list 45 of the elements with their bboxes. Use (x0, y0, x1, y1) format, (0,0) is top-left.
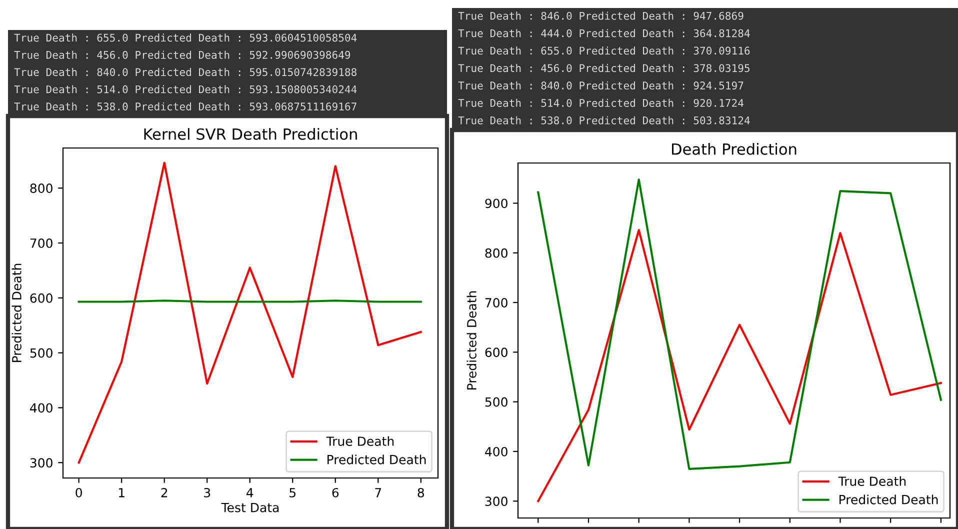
y-axis-title: Predicted Death (12, 264, 22, 362)
y-tick-label: 900 (485, 198, 508, 208)
text: True Death : 538.0 Predicted Death : 593.0687511169167 (14, 102, 356, 110)
x-tick-label: 4 (246, 488, 254, 498)
line-series (537, 178, 942, 470)
y-tick-label: 300 (30, 458, 52, 468)
text: True Death : 456.0 Predicted Death : 378.03195 (458, 64, 750, 72)
text: True Death : 456.0 Predicted Death : 592.990690398649 (14, 50, 350, 59)
x-axis-title: Test Data (221, 502, 279, 512)
text: True Death : 538.0 Predicted Death : 503.83124 (458, 116, 750, 124)
x-tick-label: 1 (118, 488, 124, 498)
x-tick-label: 0 (76, 488, 82, 498)
text: True Death : 444.0 Predicted Death : 364.81284 (458, 29, 750, 38)
y-axis-title: Predicted Death (466, 291, 476, 390)
y-tick-label: 400 (485, 446, 508, 456)
y-tick-label: 500 (485, 397, 508, 407)
x-tick-label: 6 (332, 488, 339, 498)
chart-title: Death Prediction (672, 143, 796, 155)
text: True Death : 514.0 Predicted Death : 593.1508005340244 (14, 85, 357, 94)
y-tick-label: 600 (485, 348, 508, 358)
y-tick-label: 800 (485, 248, 508, 258)
line-series (537, 228, 942, 502)
y-tick-label: 700 (30, 238, 52, 248)
legend-label: True Death (326, 436, 394, 446)
x-tick-label: 8 (418, 488, 424, 498)
y-tick-label: 600 (30, 293, 52, 303)
text: True Death : 655.0 Predicted Death : 370.09116 (458, 46, 750, 55)
y-tick-label: 400 (30, 403, 52, 413)
text: True Death : 655.0 Predicted Death : 593.0604510058504 (14, 34, 357, 42)
text: True Death : 840.0 Predicted Death : 924.5197 (458, 81, 744, 90)
x-tick-label: 5 (290, 488, 296, 498)
text: True Death : 840.0 Predicted Death : 595.0150742839188 (14, 68, 356, 76)
x-tick-label: 3 (204, 488, 210, 498)
legend-label: Predicted Death (840, 494, 938, 504)
chart-title: Kernel SVR Death Prediction (144, 128, 357, 140)
x-tick-label: 7 (375, 488, 382, 498)
legend-label: True Death (838, 476, 906, 486)
y-tick-label: 800 (30, 184, 52, 194)
y-tick-label: 300 (485, 496, 508, 506)
x-tick-label: 2 (161, 488, 168, 498)
text: True Death : 846.0 Predicted Death : 947.6869 (458, 12, 744, 20)
legend-label: Predicted Death (328, 454, 426, 464)
text: True Death : 514.0 Predicted Death : 920.1724 (458, 98, 744, 107)
y-tick-label: 700 (485, 298, 508, 308)
y-tick-label: 500 (30, 348, 52, 358)
